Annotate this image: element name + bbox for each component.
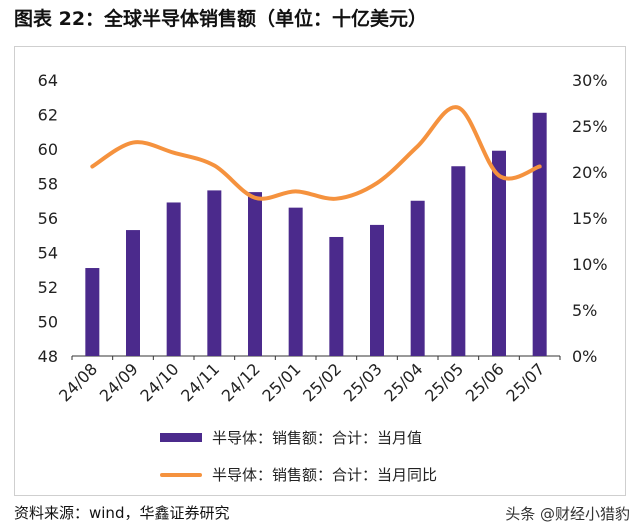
- x-tick-label: 24/11: [177, 359, 223, 405]
- bar-24/10: [166, 202, 181, 356]
- legend-line-label: 半导体：销售额：合计：当月同比: [212, 466, 438, 484]
- watermark-text: 头条 @财经小猎豹: [505, 505, 630, 523]
- x-tick-label: 25/06: [462, 359, 508, 405]
- x-tick-label: 24/08: [55, 359, 101, 405]
- y-right-tick-label: 10%: [572, 255, 608, 274]
- legend-item-line: 半导体：销售额：合计：当月同比: [160, 464, 437, 485]
- y-left-tick-label: 50: [38, 313, 58, 332]
- bar-25/06: [492, 150, 506, 356]
- y-left-tick-label: 52: [38, 278, 58, 297]
- x-tick-label: 25/03: [340, 359, 386, 405]
- y-left-tick-label: 54: [38, 244, 58, 263]
- yoy-line: [90, 105, 542, 201]
- source-note: 资料来源：wind，华鑫证券研究: [14, 504, 230, 522]
- chart-title: 图表 22：全球半导体销售额（单位：十亿美元）: [14, 8, 428, 30]
- chart-frame: [14, 46, 626, 496]
- x-tick-label: 25/05: [421, 359, 467, 405]
- x-tick-label: 24/10: [136, 359, 182, 405]
- x-tick-label: 24/09: [96, 359, 142, 405]
- bar-25/02: [329, 236, 344, 356]
- y-left-tick-label: 56: [38, 209, 58, 228]
- y-right-tick-label: 15%: [572, 209, 608, 228]
- legend-item-bar: 半导体：销售额：合计：当月值: [160, 427, 422, 448]
- x-tick-label: 25/02: [299, 359, 345, 405]
- legend-bar-swatch: [160, 433, 202, 442]
- x-tick-label: 25/04: [380, 359, 426, 405]
- bar-25/07: [532, 112, 547, 357]
- bar-24/09: [126, 230, 140, 356]
- bar-24/11: [207, 190, 222, 356]
- y-right-tick-label: 30%: [572, 71, 608, 90]
- y-left-tick-label: 62: [38, 106, 58, 125]
- y-left-tick-label: 60: [38, 140, 58, 159]
- y-right-tick-label: 5%: [572, 301, 597, 320]
- x-tick-label: 25/01: [258, 359, 304, 405]
- bar-24/12: [248, 192, 262, 356]
- bar-25/04: [410, 200, 425, 356]
- bar-25/03: [370, 224, 384, 356]
- y-right-tick-label: 20%: [572, 163, 608, 182]
- y-left-tick-label: 48: [38, 347, 58, 366]
- bar-24/08: [85, 268, 100, 356]
- x-tick-label: 25/07: [502, 359, 548, 405]
- x-tick-label: 24/12: [218, 359, 264, 405]
- bar-25/01: [288, 207, 303, 356]
- y-right-tick-label: 25%: [572, 117, 608, 136]
- y-left-tick-label: 64: [38, 71, 58, 90]
- legend-bar-label: 半导体：销售额：合计：当月值: [212, 429, 423, 447]
- bar-25/05: [451, 166, 466, 356]
- y-left-tick-label: 58: [38, 175, 58, 194]
- y-right-tick-label: 0%: [572, 347, 597, 366]
- legend-line-swatch: [160, 472, 202, 477]
